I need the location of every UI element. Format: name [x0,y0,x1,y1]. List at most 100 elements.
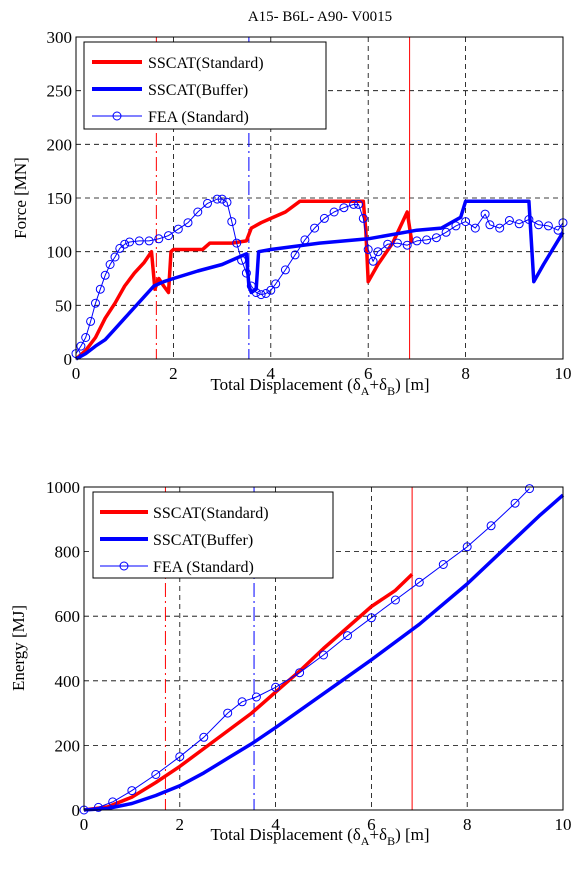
force-series-fea-standard-point-29 [256,290,266,300]
force-series-fea-standard-point-26 [241,268,251,278]
force-y-tick-5: 250 [47,82,73,101]
energy-y-tick-2: 400 [55,672,81,691]
force-series-fea-standard-point-22 [222,197,232,207]
force-series-fea-standard-point-61 [524,215,534,224]
force-series-fea-standard-point-21 [217,194,227,204]
force-series-fea-standard-point-50 [422,235,432,245]
force-series-fea-standard-point-16 [173,224,183,234]
energy-legend-label-sscat-buffer: SSCAT(Buffer) [153,532,253,549]
force-series-fea-standard-point-52 [441,227,451,237]
force-y-axis-label: Force [MN] [11,157,30,239]
force-series-fea-standard-point-17 [183,218,193,228]
force-series-fea-standard-point-64 [553,225,563,235]
force-series-fea-standard-point-63 [543,221,553,231]
force-x-tick-5: 10 [555,364,572,383]
force-y-tick-0: 0 [64,350,73,369]
force-series-fea-standard-point-34 [290,250,300,260]
energy-x-label-plus: + [369,825,379,844]
force-legend-label-sscat-buffer: SSCAT(Buffer) [148,82,248,99]
energy-legend-marker-fea [119,561,129,571]
force-series-fea-standard-point-44 [368,256,378,266]
energy-series-fea-standard-point-20 [510,498,520,508]
force-series-fea-standard-point-6 [100,270,110,280]
force-series-fea-standard-point-13 [144,236,154,246]
force-x-label-main: Total Displacement ( [210,375,353,394]
energy-series-fea-standard-point-10 [271,682,281,692]
force-y-tick-1: 50 [55,296,72,315]
energy-series-fea-standard-point-19 [486,521,496,531]
energy-y-tick-4: 800 [55,543,81,562]
energy-series-fea-standard-point-14 [366,613,376,623]
force-series-fea-standard-point-1 [76,341,86,351]
force-series-fea-standard-point-43 [363,245,373,254]
energy-series-fea-standard-point-15 [390,595,400,605]
force-chart: A15- B6L- A90- V0015 0 2 4 6 8 10 0 50 100 150 20… [11,9,572,398]
energy-y-ticks: 0 200 400 600 800 1000 [46,478,80,820]
energy-y-tick-5: 1000 [46,478,80,497]
energy-series-fea-standard-point-18 [462,542,472,552]
force-series-fea-standard-point-51 [431,233,441,243]
energy-x-label-sub-a: A [361,834,370,848]
force-y-tick-6: 300 [47,28,73,47]
force-x-label-sub-b: B [387,384,395,398]
force-series-fea-standard-point-23 [227,217,237,227]
force-series-fea-standard-point-2 [81,333,91,342]
force-series-fea-standard-point-54 [461,217,471,227]
energy-x-tick-3: 6 [367,815,376,834]
force-series-sscat-standard-line [74,199,414,361]
force-series-fea-standard-point-27 [246,281,256,291]
force-y-ticks: 0 50 100 150 200 250 300 [47,28,73,369]
force-x-axis-label: Total Displacement (δA+δB) [m] [210,375,429,398]
force-series-fea-standard-point-45 [373,247,383,257]
force-series-fea-standard-point-32 [271,279,281,289]
force-legend: SSCAT(Standard) SSCAT(Buffer) FEA (Stand… [83,41,327,130]
force-series-fea-standard-point-62 [534,220,544,230]
force-y-tick-3: 150 [47,189,73,208]
energy-series-fea-standard-point-8 [237,697,247,707]
force-series-fea-standard-point-25 [237,255,247,265]
force-series-fea-standard-point-3 [86,316,96,326]
force-series-fea-standard-point-41 [354,199,363,209]
force-series-fea-standard-point-47 [392,238,402,248]
energy-series-fea-standard-point-17 [438,560,448,569]
energy-grid [84,487,563,810]
force-x-label-plus: + [369,375,379,394]
energy-x-label-main: Total Displacement ( [210,825,353,844]
force-series-fea-standard-point-49 [412,236,422,246]
energy-series-fea-standard-point-5 [175,752,185,762]
force-x-ticks: 0 2 4 6 8 10 [72,364,572,383]
force-x-label-sub-a: A [361,384,370,398]
force-series-fea-standard-point-7 [105,260,115,269]
energy-series-fea-standard-point-11 [295,668,305,678]
force-series-fea-standard-point-19 [203,198,212,208]
energy-series-fea-standard-point-21 [525,484,534,494]
force-x-tick-4: 8 [461,364,470,383]
energy-series-fea-standard-point-13 [343,631,352,641]
energy-series-fea-standard-point-4 [151,770,161,779]
force-x-label-delta-b: δ [379,375,387,394]
force-series-fea-standard-point-35 [300,235,310,245]
energy-y-tick-3: 600 [55,607,81,626]
force-series-fea-standard-point-28 [251,288,261,297]
energy-series-sscat-standard-line [83,572,414,812]
force-series-fea-standard-point-30 [261,289,271,298]
force-series-fea-standard-point-24 [232,238,242,248]
force-series-fea-standard-point-60 [514,219,524,229]
force-series-fea-standard-point-59 [504,216,514,225]
force-x-label-tail: ) [m] [395,375,429,394]
force-legend-label-sscat-standard: SSCAT(Standard) [148,55,264,72]
force-series-fea-standard-point-10 [120,239,130,249]
force-series-fea-standard-point-37 [319,213,329,223]
force-series-fea-standard-point-12 [134,236,144,246]
energy-y-tick-1: 200 [55,736,81,755]
force-series-fea-standard-point-36 [310,223,320,233]
energy-x-tick-2: 4 [271,815,280,834]
energy-series-fea-standard-point-12 [319,650,328,660]
force-series-sscat-buffer-line [75,199,565,361]
energy-series-fea-standard-point-16 [414,577,424,587]
force-series-fea-standard-point-14 [154,234,164,244]
energy-x-tick-4: 8 [463,815,472,834]
force-series-fea-standard-point-4 [91,298,100,308]
force-series-fea-standard-point-53 [451,221,461,231]
